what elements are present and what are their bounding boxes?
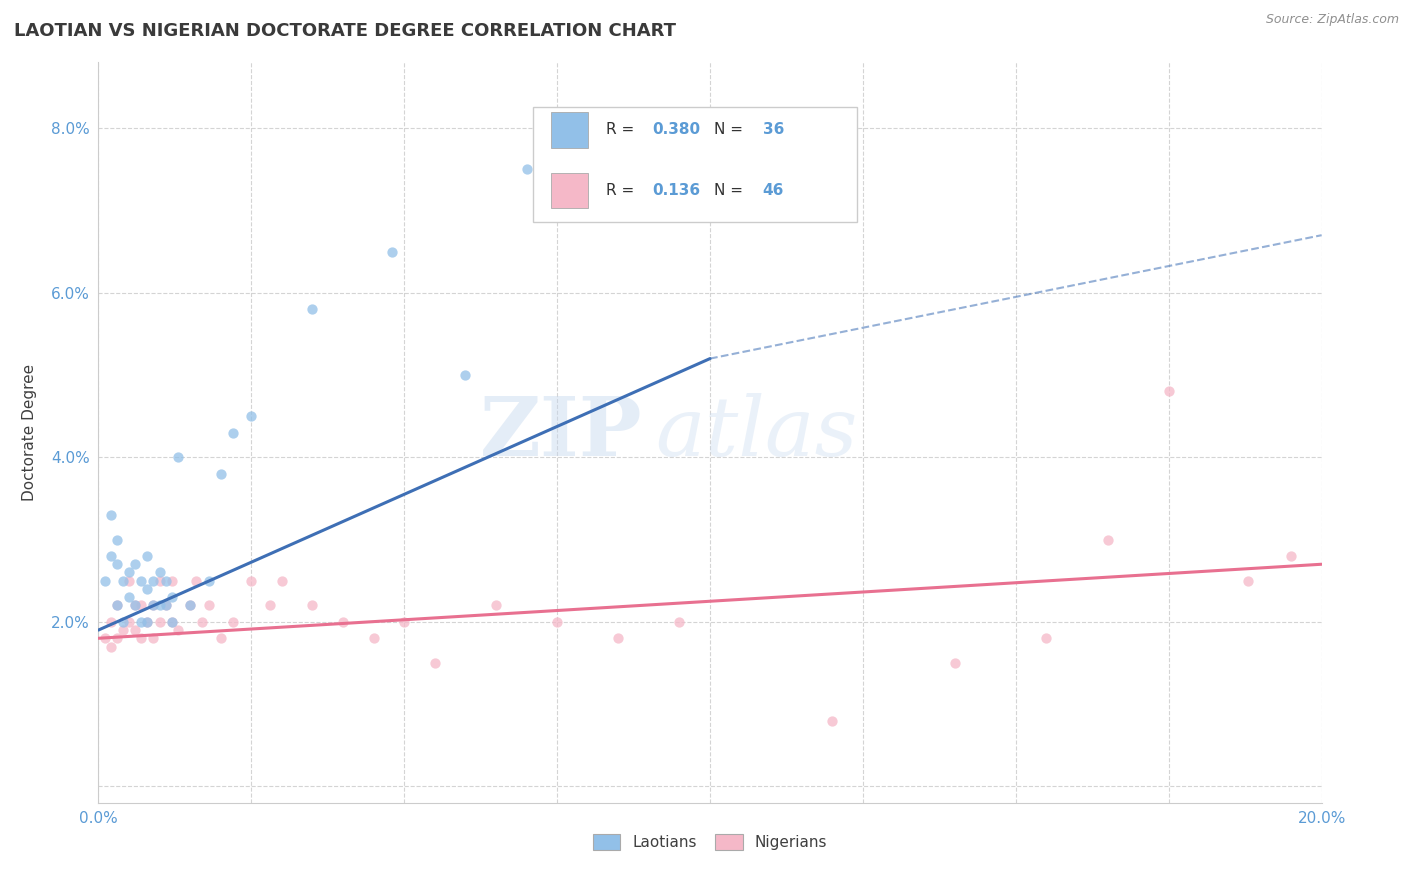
Point: [179, 599, 201, 613]
Point: [485, 599, 508, 613]
Point: [100, 508, 122, 522]
Text: ZIP: ZIP: [479, 392, 643, 473]
Point: [149, 615, 172, 629]
Point: [197, 599, 219, 613]
Point: [191, 615, 214, 629]
Point: [160, 590, 183, 604]
Point: [381, 244, 404, 259]
Point: [270, 574, 292, 588]
Bar: [551, 112, 588, 147]
Point: [209, 467, 232, 481]
Point: [136, 549, 159, 563]
Legend: Laotians, Nigerians: Laotians, Nigerians: [585, 827, 835, 858]
Text: 46: 46: [762, 183, 785, 198]
Point: [136, 582, 159, 596]
Point: [1157, 384, 1180, 399]
Point: [129, 574, 152, 588]
Point: [142, 632, 165, 646]
Point: [301, 599, 323, 613]
Point: [363, 632, 385, 646]
Point: [1035, 632, 1057, 646]
Point: [516, 162, 538, 177]
Point: [423, 656, 446, 670]
Point: [105, 632, 128, 646]
Point: [160, 615, 183, 629]
Point: [105, 558, 128, 572]
Point: [149, 599, 172, 613]
Point: [160, 574, 183, 588]
Point: [142, 599, 165, 613]
Point: [167, 623, 190, 637]
Point: [1279, 549, 1302, 563]
Point: [129, 615, 152, 629]
Point: [607, 203, 630, 218]
Point: [142, 574, 165, 588]
Point: [454, 368, 477, 382]
Point: [118, 590, 141, 604]
Point: [100, 615, 122, 629]
Text: N =: N =: [714, 183, 748, 198]
Point: [149, 566, 172, 580]
Text: atlas: atlas: [655, 392, 858, 473]
Point: [222, 615, 245, 629]
Point: [222, 425, 245, 440]
Point: [186, 574, 208, 588]
Text: 0.380: 0.380: [652, 122, 700, 137]
Point: [111, 574, 134, 588]
Point: [209, 632, 232, 646]
Point: [259, 599, 281, 613]
Point: [93, 632, 115, 646]
Point: [124, 599, 146, 613]
Point: [142, 599, 165, 613]
Point: [124, 599, 146, 613]
Point: [105, 533, 128, 547]
Point: [149, 574, 172, 588]
Point: [111, 623, 134, 637]
FancyBboxPatch shape: [533, 107, 856, 221]
Point: [100, 640, 122, 654]
Point: [118, 615, 141, 629]
Point: [105, 599, 128, 613]
Point: [943, 656, 966, 670]
Point: [136, 615, 159, 629]
Point: [1097, 533, 1119, 547]
Point: [129, 632, 152, 646]
Point: [136, 615, 159, 629]
Text: 0.136: 0.136: [652, 183, 700, 198]
Point: [105, 599, 128, 613]
Point: [100, 549, 122, 563]
Point: [118, 574, 141, 588]
Point: [124, 558, 146, 572]
Point: [129, 599, 152, 613]
Point: [155, 599, 177, 613]
Point: [93, 574, 115, 588]
Point: [118, 566, 141, 580]
Point: [197, 574, 219, 588]
Bar: [551, 173, 588, 209]
Point: [111, 615, 134, 629]
Point: [240, 574, 263, 588]
Point: [155, 599, 177, 613]
Text: R =: R =: [606, 183, 644, 198]
Point: [607, 632, 630, 646]
Point: [392, 615, 416, 629]
Text: 36: 36: [762, 122, 785, 137]
Point: [160, 615, 183, 629]
Point: [240, 409, 263, 424]
Point: [1237, 574, 1260, 588]
Point: [668, 615, 690, 629]
Point: [155, 574, 177, 588]
Text: N =: N =: [714, 122, 748, 137]
Point: [179, 599, 201, 613]
Point: [332, 615, 354, 629]
Point: [546, 615, 568, 629]
Point: [167, 450, 190, 465]
Point: [124, 623, 146, 637]
Point: [301, 302, 323, 317]
Y-axis label: Doctorate Degree: Doctorate Degree: [22, 364, 38, 501]
Text: Source: ZipAtlas.com: Source: ZipAtlas.com: [1265, 13, 1399, 27]
Text: LAOTIAN VS NIGERIAN DOCTORATE DEGREE CORRELATION CHART: LAOTIAN VS NIGERIAN DOCTORATE DEGREE COR…: [14, 22, 676, 40]
Point: [821, 714, 844, 728]
Text: R =: R =: [606, 122, 640, 137]
